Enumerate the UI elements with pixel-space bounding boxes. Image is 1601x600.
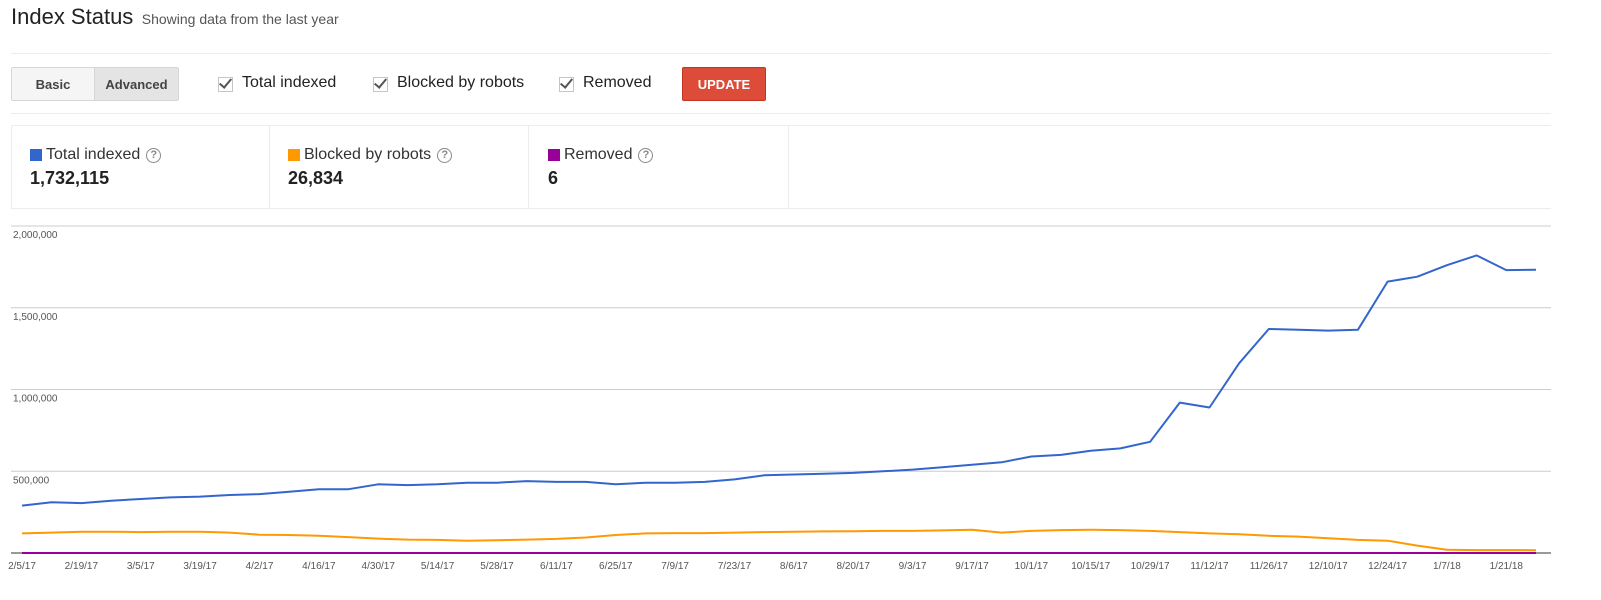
y-tick-label: 2,000,000: [13, 230, 58, 241]
stat-blocked-by-robots: Blocked by robots ? 26,834: [270, 126, 529, 208]
x-tick-label: 4/2/17: [246, 561, 274, 572]
x-tick-label: 8/6/17: [780, 561, 808, 572]
legend-swatch: [288, 149, 300, 161]
stat-label: Total indexed: [46, 146, 141, 163]
legend-swatch: [548, 149, 560, 161]
x-tick-label: 3/5/17: [127, 561, 155, 572]
update-button[interactable]: UPDATE: [682, 67, 766, 101]
x-tick-label: 10/29/17: [1131, 561, 1170, 572]
x-tick-label: 6/11/17: [540, 561, 573, 572]
total-indexed-checkbox[interactable]: Total indexed: [218, 74, 336, 92]
x-tick-label: 4/16/17: [302, 561, 336, 572]
checkbox-label: Total indexed: [242, 74, 337, 91]
x-tick-label: 12/24/17: [1368, 561, 1407, 572]
blocked-by-robots-series-line: [21, 528, 1537, 552]
removed-checkbox[interactable]: Removed: [559, 74, 651, 92]
x-tick-label: 4/30/17: [362, 561, 396, 572]
x-tick-label: 10/15/17: [1071, 561, 1110, 572]
y-tick-label: 500,000: [13, 475, 50, 486]
toolbar: Basic Advanced Total indexed Blocked by …: [11, 67, 1551, 101]
help-icon[interactable]: ?: [146, 147, 162, 163]
stat-value: 26,834: [288, 168, 344, 188]
stat-label: Blocked by robots: [304, 146, 432, 163]
advanced-view-button[interactable]: Advanced: [94, 68, 178, 100]
stat-total-indexed: Total indexed ? 1,732,115: [11, 126, 270, 208]
stat-removed: Removed ? 6: [530, 126, 789, 208]
checkmark-icon: [373, 76, 388, 92]
x-tick-label: 11/12/17: [1190, 561, 1229, 572]
toolbar-divider: [11, 113, 1551, 114]
total-indexed-series-line: [21, 254, 1537, 507]
x-tick-label: 5/14/17: [421, 561, 455, 572]
x-tick-label: 7/23/17: [718, 561, 752, 572]
x-tick-label: 7/9/17: [661, 561, 689, 572]
x-tick-label: 1/7/18: [1433, 561, 1461, 572]
x-tick-label: 2/19/17: [65, 561, 99, 572]
page-subtitle: Showing data from the last year: [141, 11, 339, 27]
x-tick-label: 6/25/17: [599, 561, 633, 572]
checkmark-icon: [218, 76, 233, 92]
index-status-chart: 2,000,000 1,500,000 1,000,000 500,000 2/5/17…: [8, 225, 1551, 572]
x-tick-label: 9/3/17: [899, 561, 927, 572]
y-tick-label: 1,500,000: [13, 312, 58, 323]
view-toggle: Basic Advanced: [11, 67, 179, 101]
page-title: Index Status: [11, 4, 134, 29]
help-icon[interactable]: ?: [638, 147, 654, 163]
basic-view-button[interactable]: Basic: [12, 68, 94, 100]
blocked-by-robots-checkbox[interactable]: Blocked by robots: [373, 74, 524, 92]
page-header: Index Status Showing data from the last …: [11, 4, 339, 30]
checkbox-label: Removed: [583, 74, 652, 91]
stats-panel: Total indexed ? 1,732,115 Blocked by rob…: [11, 125, 1551, 209]
x-tick-label: 11/26/17: [1250, 561, 1289, 572]
y-tick-label: 1,000,000: [13, 394, 58, 405]
x-tick-label: 8/20/17: [837, 561, 871, 572]
stat-label: Removed: [564, 146, 633, 163]
legend-swatch: [30, 149, 42, 161]
x-tick-label: 5/28/17: [480, 561, 514, 572]
x-tick-label: 1/21/18: [1490, 561, 1524, 572]
header-divider: [11, 53, 1551, 54]
help-icon[interactable]: ?: [437, 147, 453, 163]
x-tick-label: 2/5/17: [8, 561, 36, 572]
checkmark-icon: [559, 76, 574, 92]
x-tick-label: 9/17/17: [955, 561, 989, 572]
x-tick-label: 10/1/17: [1015, 561, 1049, 572]
stat-value: 1,732,115: [30, 168, 110, 188]
checkbox-label: Blocked by robots: [397, 74, 525, 91]
x-tick-label: 3/19/17: [183, 561, 217, 572]
stat-value: 6: [548, 168, 559, 188]
x-tick-label: 12/10/17: [1309, 561, 1348, 572]
